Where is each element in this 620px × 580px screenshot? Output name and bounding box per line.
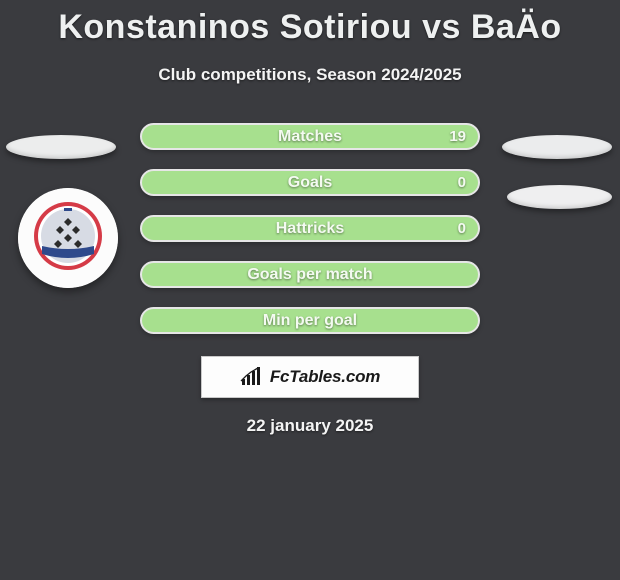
stat-row-hattricks: Hattricks 0 — [140, 215, 480, 242]
stat-bars: Matches 19 Goals 0 Hattricks 0 Goals per… — [140, 123, 480, 334]
stat-label: Goals — [288, 174, 332, 192]
stat-value-right: 0 — [458, 174, 466, 191]
brand-box[interactable]: FcTables.com — [201, 356, 419, 398]
stat-row-min-per-goal: Min per goal — [140, 307, 480, 334]
player-left-club-badge — [18, 188, 118, 288]
stat-label: Hattricks — [276, 220, 344, 238]
player-left-name-oval — [6, 135, 116, 159]
stat-value-right: 19 — [449, 128, 466, 145]
stat-row-goals-per-match: Goals per match — [140, 261, 480, 288]
brand-text: FcTables.com — [270, 367, 380, 387]
club-badge-icon — [18, 188, 118, 288]
page-title: Konstaninos Sotiriou vs BaÄo — [0, 0, 620, 47]
page-subtitle: Club competitions, Season 2024/2025 — [0, 65, 620, 85]
stat-label: Goals per match — [247, 266, 372, 284]
player-right-name-oval — [502, 135, 612, 159]
stat-label: Matches — [278, 128, 342, 146]
player-right-badge-oval — [507, 185, 612, 209]
comparison-stage: Matches 19 Goals 0 Hattricks 0 Goals per… — [0, 123, 620, 436]
stat-label: Min per goal — [263, 312, 357, 330]
stat-row-matches: Matches 19 — [140, 123, 480, 150]
bar-chart-icon — [240, 367, 264, 387]
footer-date: 22 january 2025 — [0, 416, 620, 436]
stat-value-right: 0 — [458, 220, 466, 237]
stat-row-goals: Goals 0 — [140, 169, 480, 196]
